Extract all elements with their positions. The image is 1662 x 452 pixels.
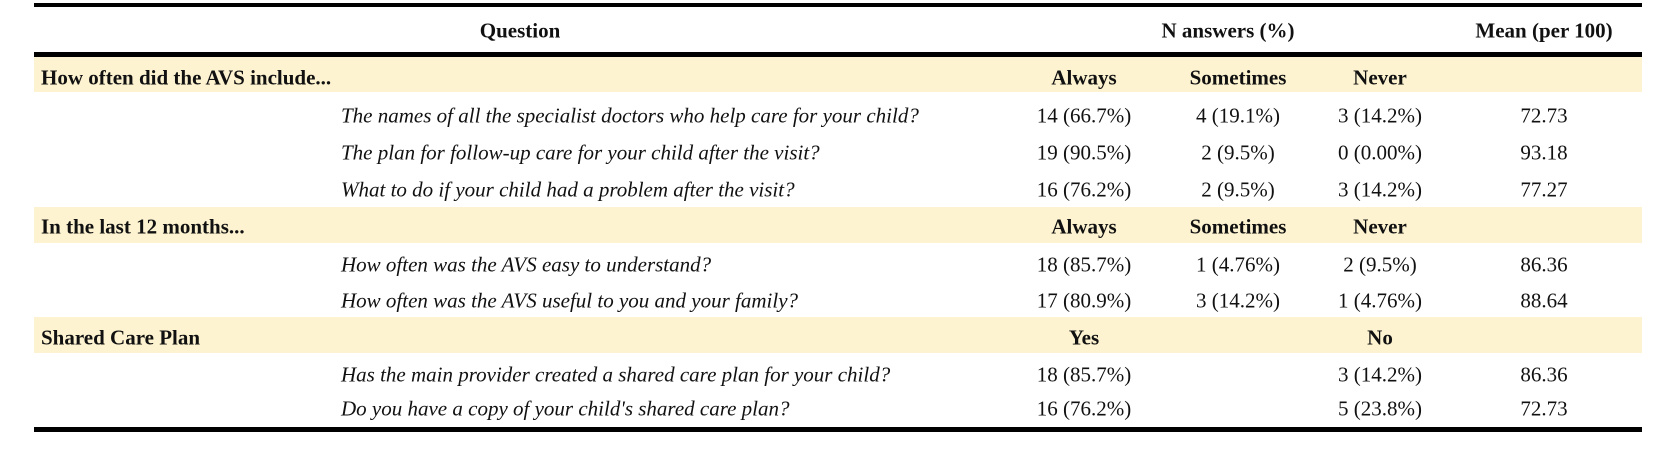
answer-sometimes: 3 (14.2%) xyxy=(1196,288,1280,313)
answer-header-sometimes: Sometimes xyxy=(1189,214,1287,239)
question-text: The plan for follow-up care for your chi… xyxy=(341,140,820,165)
answer-never: 0 (0.00%) xyxy=(1338,140,1422,165)
answer-never: 3 (14.2%) xyxy=(1338,177,1422,202)
answer-sometimes: 1 (4.76%) xyxy=(1196,252,1280,277)
answer-never: 3 (14.2%) xyxy=(1338,103,1422,128)
answer-sometimes: 2 (9.5%) xyxy=(1201,177,1275,202)
section-band xyxy=(34,207,1642,243)
answer-sometimes: 4 (19.1%) xyxy=(1196,103,1280,128)
answer-header-never: Never xyxy=(1353,214,1407,239)
answer-no: 5 (23.8%) xyxy=(1338,396,1422,421)
answer-header-yes: Yes xyxy=(1068,325,1100,350)
header-question: Question xyxy=(479,18,561,43)
bottom-rule xyxy=(34,427,1642,432)
question-text: Has the main provider created a shared c… xyxy=(341,362,891,387)
top-rule xyxy=(34,3,1642,7)
question-text: How often was the AVS useful to you and … xyxy=(341,288,799,313)
question-text: The names of all the specialist doctors … xyxy=(341,103,919,128)
answer-sometimes: 2 (9.5%) xyxy=(1201,140,1275,165)
answer-always: 14 (66.7%) xyxy=(1036,103,1132,128)
question-text: Do you have a copy of your child's share… xyxy=(341,396,790,421)
section-band xyxy=(34,57,1642,92)
mean-value: 86.36 xyxy=(1520,252,1568,277)
answer-always: 16 (76.2%) xyxy=(1036,177,1132,202)
section-title: Shared Care Plan xyxy=(41,325,201,350)
mean-value: 77.27 xyxy=(1520,177,1568,202)
question-text: What to do if your child had a problem a… xyxy=(341,177,795,202)
header-mean: Mean (per 100) xyxy=(1475,18,1613,43)
mean-value: 72.73 xyxy=(1520,103,1568,128)
section-band xyxy=(34,317,1642,353)
header-rule xyxy=(34,52,1642,57)
answer-header-sometimes: Sometimes xyxy=(1189,65,1287,90)
section-title: How often did the AVS include... xyxy=(41,65,332,90)
answer-no: 3 (14.2%) xyxy=(1338,362,1422,387)
answer-header-never: Never xyxy=(1353,65,1407,90)
mean-value: 72.73 xyxy=(1520,396,1568,421)
answer-never: 1 (4.76%) xyxy=(1338,288,1422,313)
section-title: In the last 12 months... xyxy=(41,214,245,239)
answer-header-no: No xyxy=(1367,325,1393,350)
answer-header-always: Always xyxy=(1051,65,1117,90)
answer-yes: 16 (76.2%) xyxy=(1036,396,1132,421)
mean-value: 86.36 xyxy=(1520,362,1568,387)
answer-always: 19 (90.5%) xyxy=(1036,140,1132,165)
mean-value: 88.64 xyxy=(1520,288,1568,313)
answer-always: 17 (80.9%) xyxy=(1036,288,1132,313)
question-text: How often was the AVS easy to understand… xyxy=(341,252,712,277)
answer-header-always: Always xyxy=(1051,214,1117,239)
answer-never: 2 (9.5%) xyxy=(1343,252,1417,277)
answer-yes: 18 (85.7%) xyxy=(1036,362,1132,387)
answer-always: 18 (85.7%) xyxy=(1036,252,1132,277)
header-n-answers: N answers (%) xyxy=(1161,18,1295,43)
mean-value: 93.18 xyxy=(1520,140,1568,165)
